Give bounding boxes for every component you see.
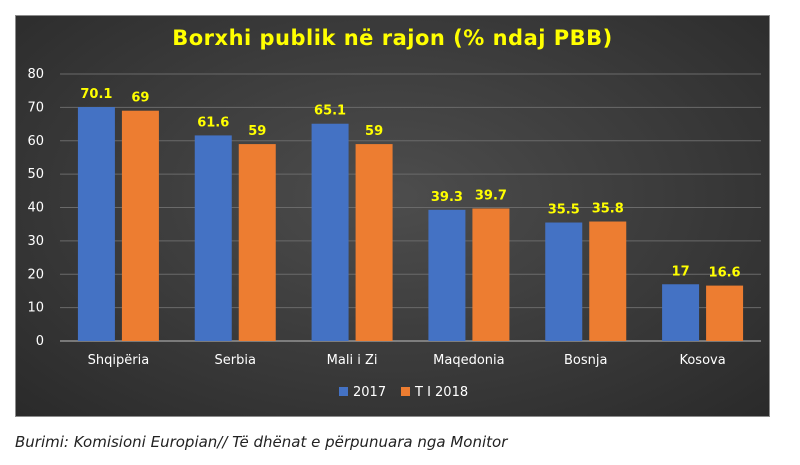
x-tick-label: Mali i Zi [327,353,378,368]
x-tick-label: Kosova [679,353,725,368]
data-label: 35.8 [592,202,624,217]
bar-series2 [706,285,744,341]
bar-series1 [77,107,115,341]
data-label: 35.5 [548,203,580,218]
data-label: 59 [248,124,266,139]
bar-series2 [589,221,627,341]
data-label: 59 [365,124,383,139]
data-label: 16.6 [709,266,741,281]
y-tick-label: 70 [27,100,44,115]
bar-series2 [472,208,510,341]
data-label: 17 [672,264,690,279]
y-tick-label: 30 [27,234,44,249]
chart-frame: Borxhi publik në rajon (% ndaj PBB) 0 10 2… [15,15,770,417]
legend-swatch [339,387,348,396]
y-tick-label: 60 [27,134,44,149]
bar-series1 [545,222,583,341]
x-tick-label: Bosnja [564,353,607,368]
x-tick-label: Maqedonia [433,353,504,368]
bar-series1 [194,135,232,341]
x-tick-label: Shqipëria [88,353,150,368]
data-label: 61.6 [197,115,229,130]
y-tick-label: 10 [27,301,44,316]
chart-title: Borxhi publik në rajon (% ndaj PBB) [172,26,613,50]
legend-label: 2017 [353,385,386,400]
y-tick-label: 50 [27,167,44,182]
x-tick-label: Serbia [215,353,256,368]
data-label: 39.7 [475,189,507,204]
source-caption: Burimi: Komisioni Europian// Të dhënat e… [15,433,508,451]
bar-series2 [238,144,276,341]
bar-series1 [428,209,466,341]
bar-series1 [662,284,700,341]
y-tick-label: 0 [36,334,44,349]
data-label: 39.3 [431,190,463,205]
data-label: 69 [131,91,149,106]
data-label: 70.1 [80,87,112,102]
y-tick-label: 80 [27,67,44,82]
legend-swatch [401,387,410,396]
y-tick-label: 20 [27,267,44,282]
bar-series1 [311,123,349,341]
legend-label: T I 2018 [414,385,468,400]
bar-series2 [121,110,159,342]
bar-chart: 0 10 20 30 40 50 60 70 80 70.1 69 Shqipëria 61.6 59 Se… [27,67,761,400]
data-label: 65.1 [314,104,346,119]
y-tick-label: 40 [27,201,44,216]
bar-series2 [355,144,393,341]
